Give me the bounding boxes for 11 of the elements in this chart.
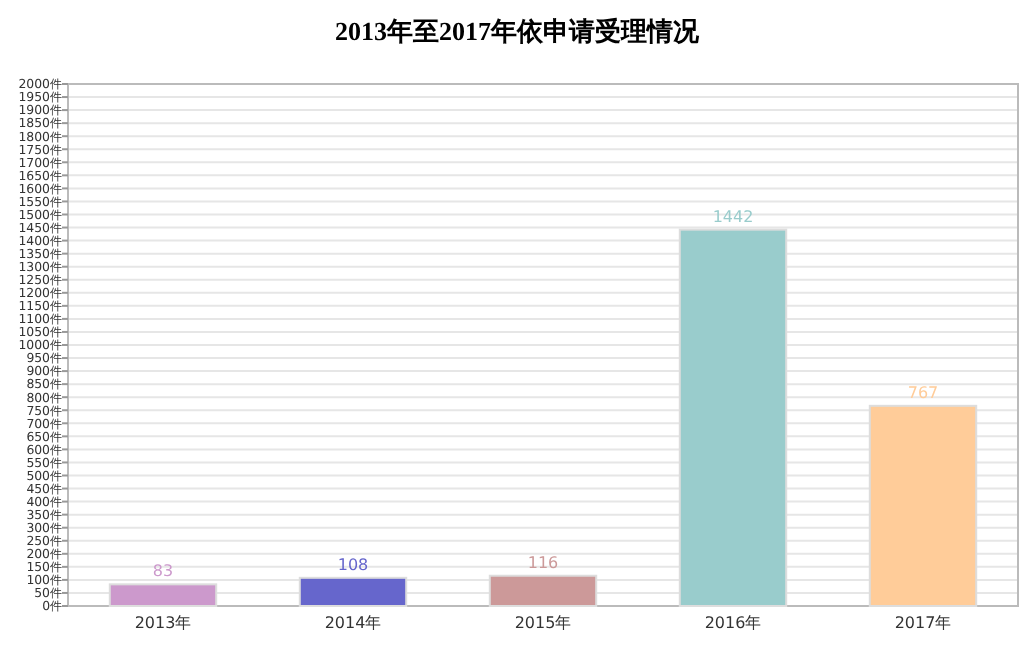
x-tick-label: 2017年 bbox=[894, 614, 952, 632]
x-tick-label: 2013年 bbox=[134, 614, 192, 632]
data-label: 83 bbox=[152, 562, 174, 581]
data-label: 108 bbox=[337, 555, 369, 574]
chart-title: 2013年至2017年依申请受理情况 bbox=[335, 16, 701, 46]
x-tick-label: 2015年 bbox=[514, 614, 572, 632]
x-tick-label: 2016年 bbox=[704, 614, 762, 632]
x-tick-label: 2014年 bbox=[324, 614, 382, 632]
data-label: 116 bbox=[527, 553, 559, 572]
data-label: 1442 bbox=[712, 207, 754, 226]
data-label: 767 bbox=[907, 383, 939, 402]
